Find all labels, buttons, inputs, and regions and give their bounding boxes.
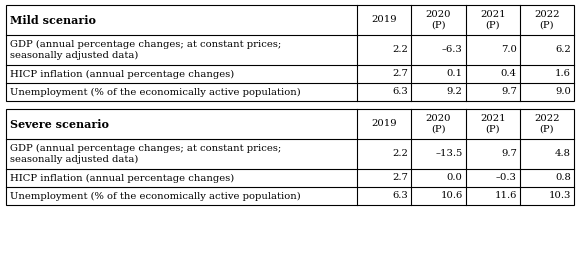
Text: 9.2: 9.2 (447, 88, 462, 96)
Text: GDP (annual percentage changes; at constant prices;
seasonally adjusted data): GDP (annual percentage changes; at const… (10, 144, 281, 164)
Text: 6.3: 6.3 (393, 192, 408, 200)
Text: 2020
(P): 2020 (P) (426, 114, 451, 134)
Text: 2019: 2019 (371, 15, 397, 25)
Text: –6.3: –6.3 (442, 46, 462, 54)
Text: 0.1: 0.1 (447, 69, 462, 79)
Text: 0.4: 0.4 (501, 69, 517, 79)
Text: 4.8: 4.8 (555, 150, 571, 159)
Text: 10.6: 10.6 (440, 192, 462, 200)
Text: 1.6: 1.6 (555, 69, 571, 79)
Text: 2.7: 2.7 (393, 173, 408, 183)
Text: –0.3: –0.3 (496, 173, 517, 183)
Bar (6, 109, 574, 205)
Text: Unemployment (% of the economically active population): Unemployment (% of the economically acti… (10, 88, 301, 97)
Text: HICP inflation (annual percentage changes): HICP inflation (annual percentage change… (10, 69, 234, 79)
Bar (6, 5, 574, 101)
Text: 9.7: 9.7 (501, 150, 517, 159)
Text: Severe scenario: Severe scenario (10, 118, 109, 129)
Text: HICP inflation (annual percentage changes): HICP inflation (annual percentage change… (10, 173, 234, 183)
Text: 11.6: 11.6 (494, 192, 517, 200)
Text: 10.3: 10.3 (549, 192, 571, 200)
Text: 6.3: 6.3 (393, 88, 408, 96)
Text: 7.0: 7.0 (501, 46, 517, 54)
Text: 2020
(P): 2020 (P) (426, 10, 451, 30)
Text: 6.2: 6.2 (555, 46, 571, 54)
Text: GDP (annual percentage changes; at constant prices;
seasonally adjusted data): GDP (annual percentage changes; at const… (10, 40, 281, 60)
Text: 2.7: 2.7 (393, 69, 408, 79)
Text: 2019: 2019 (371, 119, 397, 128)
Text: 9.0: 9.0 (555, 88, 571, 96)
Text: 2022
(P): 2022 (P) (534, 10, 560, 30)
Text: 9.7: 9.7 (501, 88, 517, 96)
Text: 0.0: 0.0 (447, 173, 462, 183)
Text: 2021
(P): 2021 (P) (480, 10, 505, 30)
Text: Mild scenario: Mild scenario (10, 14, 96, 25)
Text: 2022
(P): 2022 (P) (534, 114, 560, 134)
Text: 2021
(P): 2021 (P) (480, 114, 505, 134)
Text: 2.2: 2.2 (393, 46, 408, 54)
Text: 0.8: 0.8 (555, 173, 571, 183)
Text: 2.2: 2.2 (393, 150, 408, 159)
Text: –13.5: –13.5 (435, 150, 462, 159)
Text: Unemployment (% of the economically active population): Unemployment (% of the economically acti… (10, 192, 301, 201)
